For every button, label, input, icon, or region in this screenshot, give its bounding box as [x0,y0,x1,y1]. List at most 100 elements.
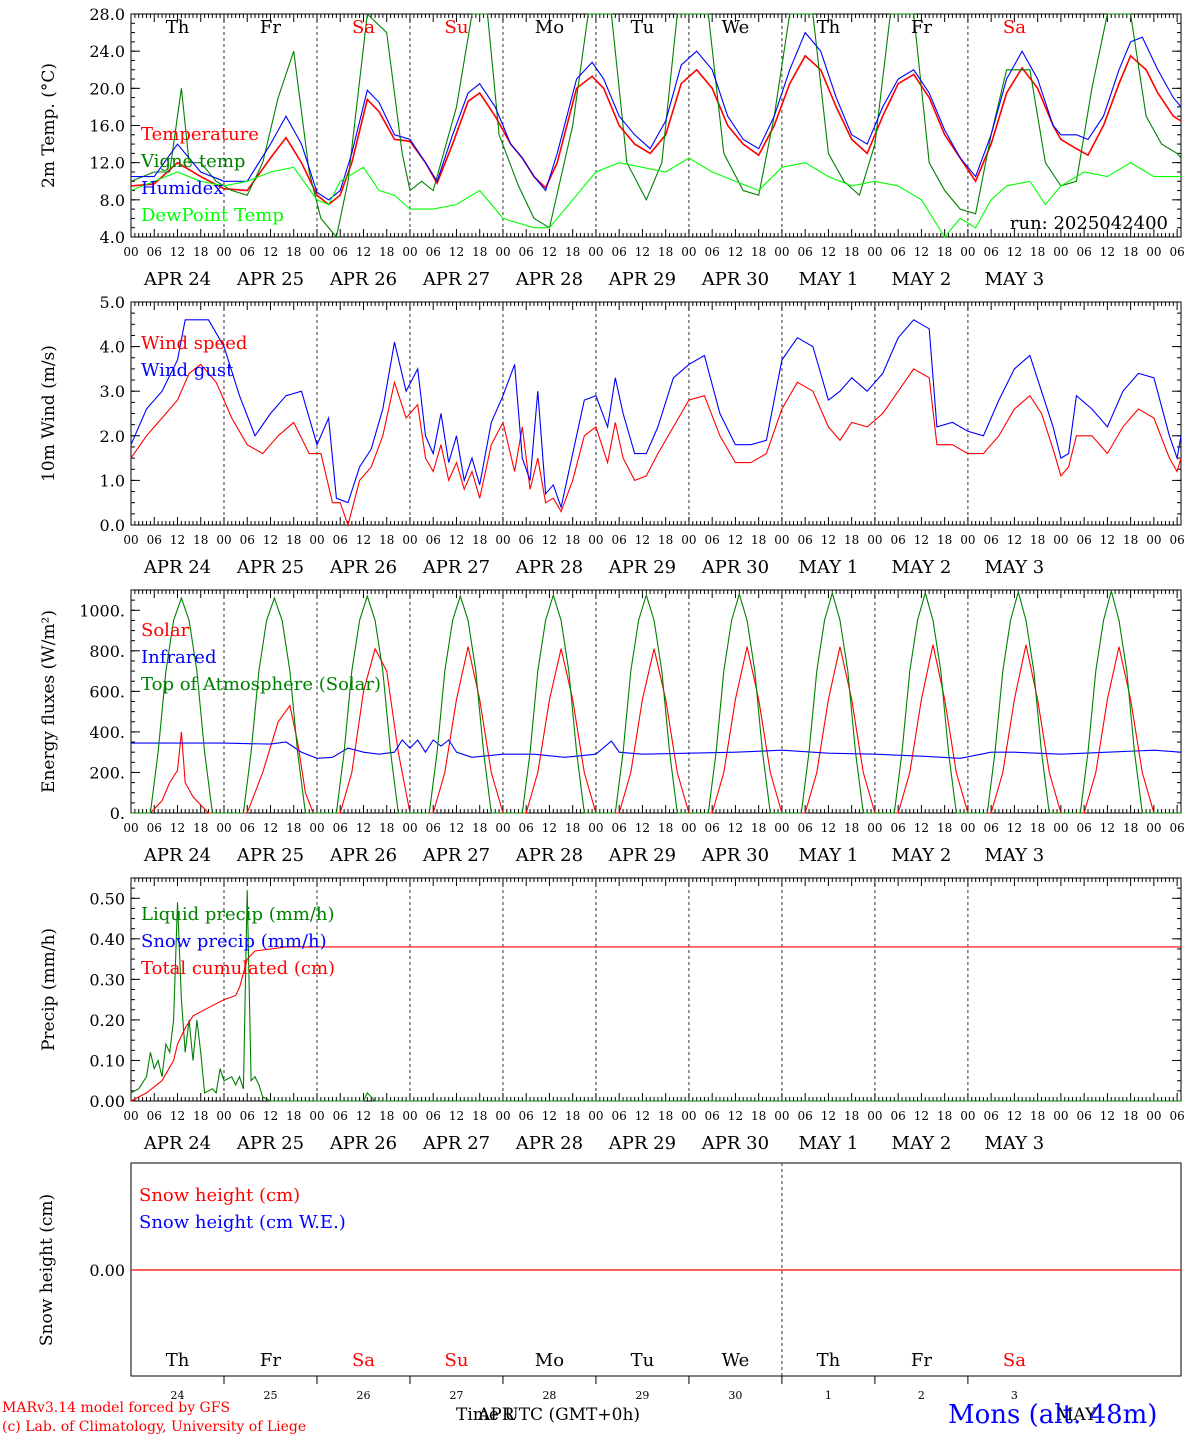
hour-tick-label: 12 [542,821,557,835]
date-label: MAY 1 [799,1133,859,1154]
hour-tick-label: 06 [1076,1109,1091,1123]
hour-tick-label: 18 [937,533,952,547]
hour-tick-label: 00 [588,821,603,835]
date-label: APR 29 [608,557,676,578]
hour-tick-label: 18 [472,533,487,547]
weekday-label: Fr [260,17,281,38]
y-tick-label: 24.0 [89,42,125,61]
hour-tick-label: 18 [658,821,673,835]
date-label: APR 28 [515,269,583,290]
hour-tick-label: 18 [472,1109,487,1123]
hour-tick-label: 00 [1146,1109,1161,1123]
date-label: APR 28 [515,1133,583,1154]
hour-tick-label: 12 [1007,245,1022,259]
hour-tick-label: 06 [426,821,441,835]
date-label: APR 24 [143,557,211,578]
hour-tick-label: 12 [356,1109,371,1123]
date-label: APR 24 [143,269,211,290]
y-tick-label: 0.00 [89,1261,125,1280]
day-number-label: 25 [263,1389,277,1402]
hour-tick-label: 18 [844,245,859,259]
hour-tick-label: 06 [984,533,999,547]
hour-tick-label: 00 [1053,533,1068,547]
hour-tick-label: 00 [867,245,882,259]
y-tick-label: 28.0 [89,5,125,24]
hour-tick-label: 12 [1007,821,1022,835]
hour-tick-label: 06 [147,533,162,547]
hour-tick-label: 06 [891,821,906,835]
hour-tick-label: 06 [240,533,255,547]
hour-tick-label: 06 [519,533,534,547]
hour-tick-label: 00 [309,533,324,547]
hour-tick-label: 00 [1146,245,1161,259]
weekday-label: We [722,1350,750,1371]
y-tick-label: 0.40 [89,930,125,949]
series-line-top-of-atmosphere-solar- [131,588,1181,814]
day-number-label: 30 [728,1389,742,1402]
date-label: MAY 2 [892,269,952,290]
hour-tick-label: 12 [263,533,278,547]
date-label: APR 27 [422,557,490,578]
hour-tick-label: 06 [984,245,999,259]
legend-top-of-atmosphere-solar-: Top of Atmosphere (Solar) [141,674,381,695]
hour-tick-label: 00 [960,533,975,547]
hour-tick-label: 00 [495,245,510,259]
date-label: APR 26 [329,1133,397,1154]
run-annotation: run: 2025042400 [1010,213,1168,234]
date-label: APR 24 [143,1133,211,1154]
y-tick-label: 8.0 [100,191,125,210]
hour-tick-label: 12 [635,1109,650,1123]
hour-tick-label: 12 [728,245,743,259]
weekday-label: Sa [352,17,375,38]
y-tick-label: 4.0 [100,228,125,247]
hour-tick-label: 06 [612,533,627,547]
hour-tick-label: 18 [937,821,952,835]
hour-tick-label: 00 [402,245,417,259]
day-number-label: 24 [170,1389,184,1402]
y-tick-label: 1.0 [100,471,125,490]
hour-tick-label: 06 [147,821,162,835]
hour-tick-label: 06 [984,1109,999,1123]
hour-tick-label: 00 [402,533,417,547]
hour-tick-label: 06 [333,821,348,835]
y-tick-label: 1000. [79,601,125,620]
hour-tick-label: 00 [588,245,603,259]
hour-tick-label: 18 [379,821,394,835]
hour-tick-label: 00 [216,821,231,835]
legend-total-cumulated-cm-: Total cumulated (cm) [141,958,335,979]
y-axis-label: Precip (mm/h) [39,928,59,1051]
day-number-label: 28 [542,1389,556,1402]
hour-tick-label: 00 [1146,533,1161,547]
hour-tick-label: 12 [914,821,929,835]
hour-tick-label: 06 [798,1109,813,1123]
hour-tick-label: 18 [286,533,301,547]
day-number-label: 26 [356,1389,370,1402]
weekday-label: Su [444,17,468,38]
date-label: APR 30 [701,269,769,290]
weekday-label: Mo [535,1350,564,1371]
hour-tick-label: 18 [1030,1109,1045,1123]
hour-tick-label: 12 [542,533,557,547]
hour-tick-label: 00 [960,821,975,835]
hour-tick-label: 12 [449,533,464,547]
hour-tick-label: 18 [1123,245,1138,259]
weekday-label: Th [166,17,190,38]
hour-tick-label: 00 [867,821,882,835]
date-label: APR 30 [701,1133,769,1154]
hour-tick-label: 00 [495,533,510,547]
hour-tick-label: 06 [426,245,441,259]
legend-temperature: Temperature [141,124,259,145]
hour-tick-label: 12 [821,533,836,547]
hour-tick-label: 12 [1007,533,1022,547]
date-label: APR 24 [143,845,211,866]
date-label: APR 30 [701,557,769,578]
weekday-label: Sa [352,1350,375,1371]
hour-tick-label: 18 [565,245,580,259]
hour-tick-label: 18 [751,821,766,835]
hour-tick-label: 12 [170,533,185,547]
hour-tick-label: 18 [193,533,208,547]
hour-tick-label: 00 [960,1109,975,1123]
hour-tick-label: 06 [1169,533,1184,547]
hour-tick-label: 18 [658,245,673,259]
